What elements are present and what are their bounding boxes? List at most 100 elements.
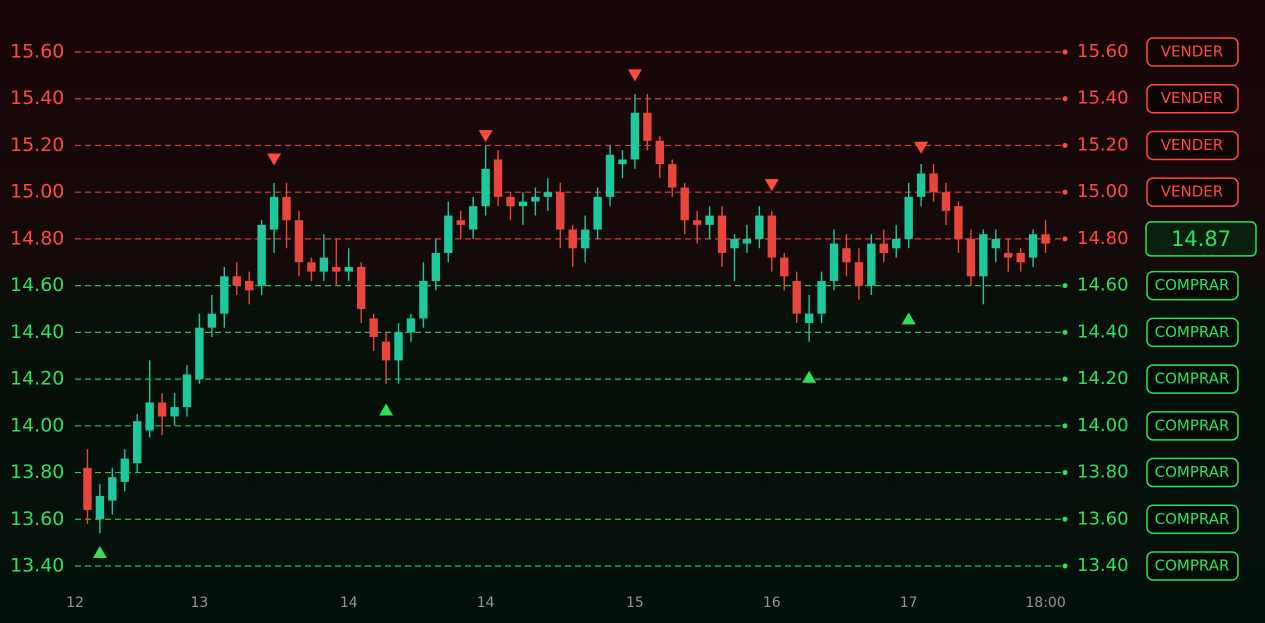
y-tick-label-right: 15.00 [1077, 181, 1129, 202]
level-dot [1062, 423, 1068, 429]
x-tick-label: 17 [900, 595, 918, 611]
button-frame [1146, 317, 1239, 348]
button-label: COMPRAR [1155, 370, 1230, 388]
candle-body [543, 192, 553, 197]
candle-body [282, 196, 291, 221]
candle-body [655, 140, 665, 165]
button-label: COMPRAR [1155, 416, 1230, 434]
x-tick-label: 15 [626, 595, 644, 611]
sell-signal [267, 153, 282, 166]
candle-body [257, 224, 266, 286]
candle-body [630, 112, 640, 160]
candle-body [929, 173, 938, 193]
level-button[interactable]: VENDER [1146, 37, 1239, 67]
level-button[interactable]: COMPRAR [1146, 364, 1239, 394]
candle-body [817, 280, 826, 314]
candle-body [207, 313, 217, 328]
candle-body [605, 154, 615, 197]
level-dot [1062, 142, 1068, 148]
level-button[interactable]: VENDER [1146, 83, 1239, 114]
level-button[interactable]: COMPRAR [1146, 504, 1239, 535]
level-dot [1062, 329, 1068, 335]
candle-body [108, 477, 117, 501]
candle-body [332, 266, 341, 272]
button-frame [1146, 364, 1239, 394]
y-tick-label: 15.40 [10, 87, 64, 109]
button-label: COMPRAR [1155, 510, 1230, 528]
level-button[interactable]: COMPRAR [1146, 411, 1239, 441]
x-tick-label: 14 [340, 595, 358, 611]
y-tick-label: 14.20 [10, 368, 64, 390]
level-dot [1062, 563, 1068, 569]
sell-signal [914, 141, 929, 154]
level-button[interactable]: COMPRAR [1146, 551, 1239, 581]
y-tick-label-right: 15.40 [1077, 88, 1129, 109]
candle-body [145, 402, 154, 431]
level-dot [1062, 470, 1068, 476]
y-tick-label-right: 14.20 [1077, 368, 1129, 389]
candle-body [319, 257, 329, 272]
button-label: VENDER [1161, 89, 1223, 107]
level-button[interactable]: COMPRAR [1146, 317, 1239, 348]
candle-body [730, 238, 739, 249]
sell-signal [478, 130, 493, 143]
y-tick-label: 15.60 [10, 41, 64, 63]
candle-body [742, 238, 752, 244]
candle-body [406, 318, 416, 333]
y-tick-label-right: 15.60 [1077, 41, 1129, 62]
level-button[interactable]: VENDER [1146, 177, 1239, 207]
candle-body [854, 262, 864, 286]
y-tick-label-right: 14.40 [1077, 321, 1129, 342]
sell-signal [627, 69, 642, 82]
y-tick-label-right: 14.80 [1077, 228, 1129, 249]
level-dot [1062, 516, 1068, 522]
candle-body [170, 407, 179, 417]
button-frame [1146, 270, 1239, 301]
candle-body [979, 234, 988, 277]
x-tick-label: 12 [66, 595, 84, 611]
level-button[interactable]: VENDER [1146, 130, 1239, 161]
level-dot [1062, 49, 1068, 55]
candle-body [232, 276, 241, 286]
candle-body [892, 238, 901, 249]
y-tick-label: 15.20 [10, 134, 64, 156]
current-price: 14.87 [1171, 227, 1231, 251]
y-tick-label: 15.00 [10, 181, 64, 203]
y-tick-label: 13.40 [10, 555, 64, 577]
level-dot [1062, 236, 1068, 242]
level-button[interactable]: COMPRAR [1146, 457, 1239, 488]
candle-body [593, 196, 602, 230]
button-frame [1146, 457, 1239, 488]
sell-signal [764, 179, 779, 192]
candle-body [842, 248, 851, 263]
candle-body [83, 467, 92, 510]
y-tick-label: 14.60 [10, 274, 64, 296]
y-tick-label: 13.80 [10, 461, 64, 483]
candle-body [568, 229, 577, 249]
candle-body [468, 206, 478, 230]
x-tick-label: 18:00 [1025, 595, 1065, 611]
x-tick-label: 13 [191, 595, 209, 611]
candle-body [419, 280, 428, 319]
candle-body [531, 196, 540, 202]
candle-body [879, 243, 888, 253]
candle-body [966, 238, 976, 277]
level-button[interactable]: COMPRAR [1146, 270, 1239, 301]
button-label: VENDER [1161, 136, 1223, 154]
button-frame [1146, 504, 1239, 535]
candle-body [1016, 252, 1025, 263]
button-frame [1146, 37, 1239, 67]
y-tick-label: 13.60 [10, 508, 64, 530]
candle-body [269, 196, 279, 230]
candle-body [307, 262, 316, 272]
candle-body [680, 187, 689, 221]
candle-body [867, 243, 876, 286]
y-tick-label-right: 13.40 [1077, 555, 1129, 576]
button-label: COMPRAR [1155, 557, 1230, 575]
candle-body [717, 215, 727, 253]
candle-body [456, 220, 465, 225]
y-tick-label-right: 13.60 [1077, 508, 1129, 529]
candle-body [792, 280, 801, 314]
candle-body [916, 173, 926, 197]
